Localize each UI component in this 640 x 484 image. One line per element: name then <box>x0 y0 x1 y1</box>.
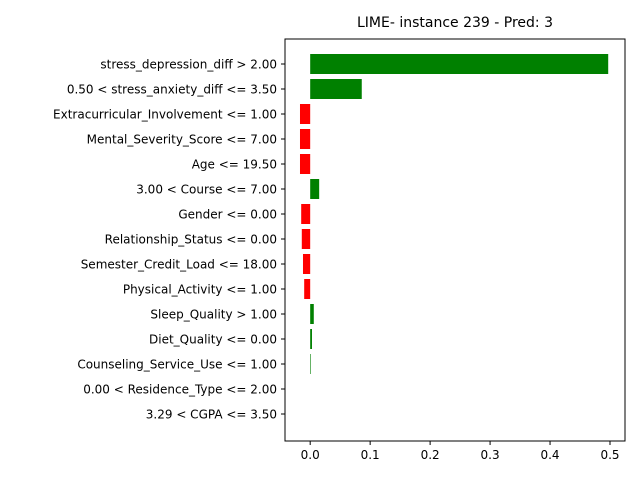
x-ticks: 0.0 0.1 0.2 0.3 0.4 0.5 <box>301 441 620 462</box>
bar-11 <box>310 329 312 349</box>
y-label-4: Age <= 19.50 <box>192 158 277 172</box>
bar-10 <box>310 304 314 324</box>
x-tick-label-1: 0.1 <box>361 448 380 462</box>
y-label-13: 0.00 < Residence_Type <= 2.00 <box>83 383 277 397</box>
bar-4 <box>299 154 311 174</box>
bar-5 <box>310 179 320 199</box>
y-label-3: Mental_Severity_Score <= 7.00 <box>87 133 277 147</box>
x-tick-label-2: 0.2 <box>421 448 440 462</box>
y-label-6: Gender <= 0.00 <box>178 208 277 222</box>
bar-12 <box>310 354 311 374</box>
plot-frame <box>284 38 626 442</box>
x-tick-label-3: 0.3 <box>481 448 500 462</box>
bar-3 <box>299 129 311 149</box>
bar-2 <box>299 104 311 124</box>
bars-group <box>299 54 609 374</box>
bar-6 <box>301 204 311 224</box>
y-tick-labels: stress_depression_diff > 2.00 0.50 < stre… <box>53 58 285 422</box>
y-label-14: 3.29 < CGPA <= 3.50 <box>146 408 277 422</box>
x-tick-label-5: 0.5 <box>600 448 619 462</box>
y-label-0: stress_depression_diff > 2.00 <box>100 58 277 72</box>
y-label-5: 3.00 < Course <= 7.00 <box>136 183 277 197</box>
y-label-11: Diet_Quality <= 0.00 <box>149 333 277 347</box>
bar-1 <box>310 79 362 99</box>
bar-9 <box>304 279 311 299</box>
y-label-8: Semester_Credit_Load <= 18.00 <box>81 258 277 272</box>
y-label-12: Counseling_Service_Use <= 1.00 <box>77 358 277 372</box>
y-label-1: 0.50 < stress_anxiety_diff <= 3.50 <box>67 83 277 97</box>
y-label-9: Physical_Activity <= 1.00 <box>123 283 277 297</box>
y-label-10: Sleep_Quality > 1.00 <box>150 308 277 322</box>
y-label-2: Extracurricular_Involvement <= 1.00 <box>53 108 277 122</box>
y-label-7: Relationship_Status <= 0.00 <box>105 233 277 247</box>
bar-7 <box>301 229 311 249</box>
chart-title: LIME- instance 239 - Pred: 3 <box>357 15 553 31</box>
x-tick-label-4: 0.4 <box>540 448 559 462</box>
bar-0 <box>310 54 609 74</box>
bar-8 <box>302 254 311 274</box>
x-tick-label-0: 0.0 <box>301 448 320 462</box>
